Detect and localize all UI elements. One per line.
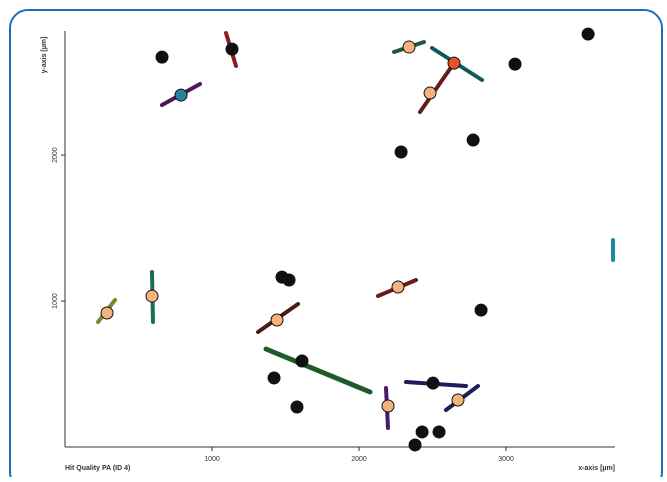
point — [427, 377, 439, 389]
point — [291, 401, 303, 413]
x-axis-label: x-axis [µm] — [578, 465, 615, 472]
chart-title: Hit Quality PA (ID 4) — [65, 465, 130, 472]
card — [10, 10, 662, 477]
point — [271, 314, 283, 326]
point — [467, 134, 479, 146]
point — [146, 290, 158, 302]
point — [416, 426, 428, 438]
point — [392, 281, 404, 293]
point — [433, 426, 445, 438]
point — [409, 439, 421, 451]
point — [395, 146, 407, 158]
point — [475, 304, 487, 316]
point — [509, 58, 521, 70]
x-tick-label: 1000 — [204, 456, 220, 463]
x-tick-label: 2000 — [351, 456, 367, 463]
y-tick-label: 1000 — [52, 293, 59, 309]
y-axis-label: y-axis [µm] — [41, 37, 48, 74]
x-tick-label: 3000 — [498, 456, 514, 463]
point — [268, 372, 280, 384]
point — [582, 28, 594, 40]
point — [448, 57, 460, 69]
point — [403, 41, 415, 53]
point — [296, 355, 308, 367]
point — [382, 400, 394, 412]
point — [156, 51, 168, 63]
y-tick-label: 2000 — [52, 147, 59, 163]
point — [101, 307, 113, 319]
chart: Hit Quality PA (ID 4) x-axis [µm] y-axis… — [0, 0, 667, 477]
point — [226, 43, 238, 55]
point — [424, 87, 436, 99]
point — [175, 89, 187, 101]
point — [283, 274, 295, 286]
point — [452, 394, 464, 406]
